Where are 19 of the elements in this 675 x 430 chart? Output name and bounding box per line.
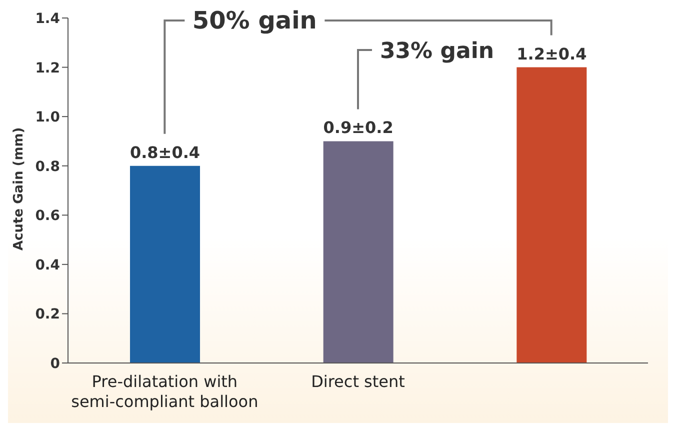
- bar: [516, 67, 587, 363]
- y-axis-title: Acute Gain (mm): [12, 127, 27, 250]
- annotation: 33% gain: [380, 39, 494, 64]
- y-tick-label: 0: [50, 356, 60, 372]
- y-tick-label: 1.2: [35, 60, 60, 76]
- x-tick-label: Direct stent: [311, 372, 405, 391]
- x-tick-label: Pre-dilatation with semi-compliant balloon: [71, 372, 258, 411]
- annotation: 50% gain: [192, 6, 317, 34]
- data-label: 1.2±0.4: [516, 44, 587, 64]
- y-tick-label: 0.6: [35, 208, 60, 224]
- y-tick-label: 0.4: [35, 257, 60, 274]
- y-tick-label: 1.4: [35, 10, 60, 27]
- data-label: 0.8±0.4: [130, 142, 200, 162]
- data-label: 0.9±0.2: [323, 118, 394, 138]
- y-tick-label: 0.8: [35, 158, 60, 175]
- y-tick-label: 0.2: [35, 306, 60, 323]
- bar: [130, 166, 200, 363]
- y-tick-label: 1.0: [35, 110, 60, 126]
- bar: [323, 141, 394, 363]
